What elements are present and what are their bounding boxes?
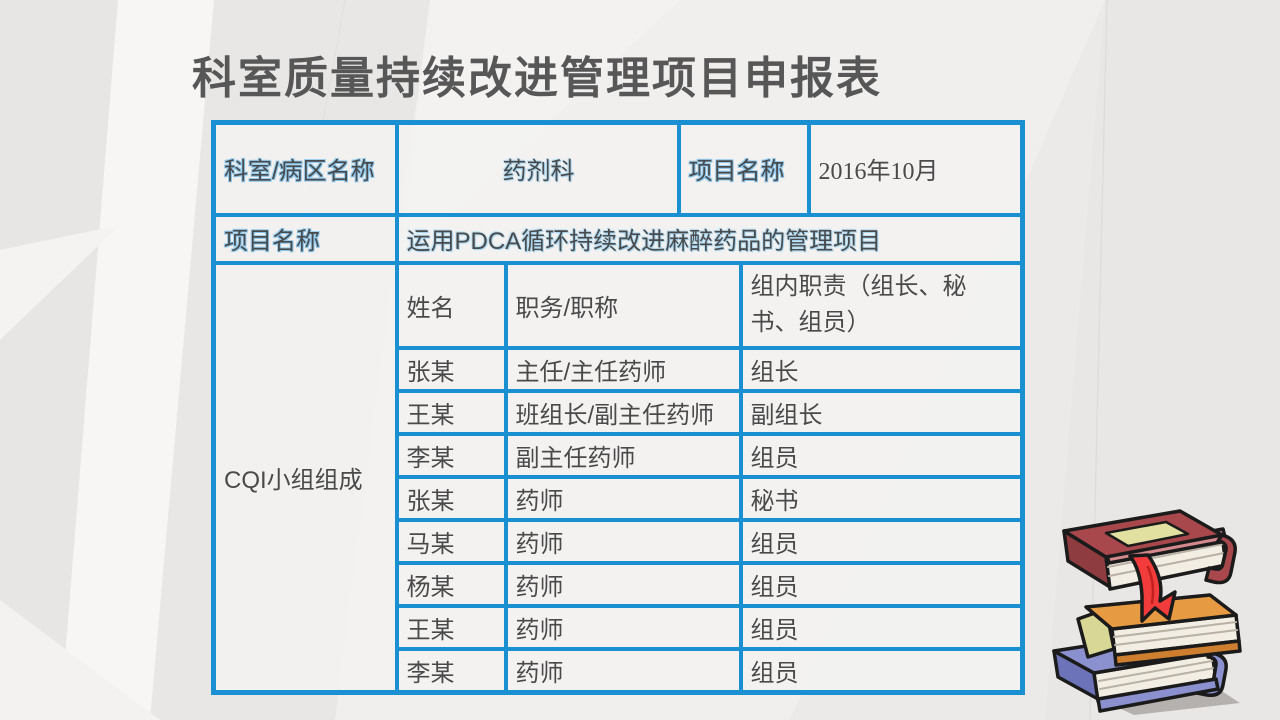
table-row: 马某 药师 组员 xyxy=(214,517,1025,565)
member-title: 药师 xyxy=(503,517,743,565)
member-role: 组长 xyxy=(738,345,1025,393)
column-header-title: 职务/职称 xyxy=(503,260,743,350)
member-name: 李某 xyxy=(394,646,508,694)
table-row: 杨某 药师 组员 xyxy=(214,560,1025,608)
table-row: 李某 药师 组员 xyxy=(214,646,1025,694)
member-title: 主任/主任药师 xyxy=(503,345,743,393)
column-header-name: 姓名 xyxy=(394,260,508,350)
table-row: 张某 药师 秘书 xyxy=(214,474,1025,522)
member-role: 组员 xyxy=(738,646,1025,694)
member-name: 张某 xyxy=(394,345,508,393)
project-title-value: 运用PDCA循环持续改进麻醉药品的管理项目 xyxy=(394,212,1025,265)
member-name: 马某 xyxy=(394,517,508,565)
table-row-header1: 科室/病区名称 药剂科 项目名称 2016年10月 xyxy=(211,120,1025,217)
member-title: 药师 xyxy=(503,560,743,608)
member-title: 班组长/副主任药师 xyxy=(503,388,743,436)
table-row-project: 项目名称 运用PDCA循环持续改进麻醉药品的管理项目 xyxy=(211,212,1025,265)
member-role: 组员 xyxy=(738,603,1025,651)
table-row: 李某 副主任药师 组员 xyxy=(214,431,1025,479)
member-name: 张某 xyxy=(394,474,508,522)
member-name: 王某 xyxy=(394,388,508,436)
member-title: 药师 xyxy=(503,603,743,651)
table-row: 张某 主任/主任药师 组长 xyxy=(214,345,1025,393)
books-stack-icon xyxy=(1052,509,1242,715)
member-role: 组员 xyxy=(738,560,1025,608)
project-title-label: 项目名称 xyxy=(211,212,399,265)
member-title: 副主任药师 xyxy=(503,431,743,479)
member-name: 王某 xyxy=(394,603,508,651)
member-title: 药师 xyxy=(503,474,743,522)
table-row: 王某 药师 组员 xyxy=(214,603,1025,651)
member-name: 杨某 xyxy=(394,560,508,608)
page-title: 科室质量持续改进管理项目申报表 xyxy=(192,54,882,103)
dept-name-label: 科室/病区名称 xyxy=(211,120,399,217)
member-role: 组员 xyxy=(738,431,1025,479)
dept-name-value: 药剂科 xyxy=(394,120,681,217)
table-row-subheader: CQI小组组成 姓名 职务/职称 组内职责（组长、秘书、组员） xyxy=(211,260,1025,694)
member-role: 副组长 xyxy=(738,388,1025,436)
member-role: 组员 xyxy=(738,517,1025,565)
column-header-role: 组内职责（组长、秘书、组员） xyxy=(738,260,1025,350)
project-application-table: 科室/病区名称 药剂科 项目名称 2016年10月 项目名称 运用PDCA循环持… xyxy=(211,120,1025,695)
cqi-group-label: CQI小组组成 xyxy=(211,260,399,694)
member-role: 秘书 xyxy=(738,474,1025,522)
member-title: 药师 xyxy=(503,646,743,694)
table-row: 王某 班组长/副主任药师 副组长 xyxy=(214,388,1025,436)
project-date-value: 2016年10月 xyxy=(806,120,1025,217)
project-name-label: 项目名称 xyxy=(676,120,811,217)
member-name: 李某 xyxy=(394,431,508,479)
